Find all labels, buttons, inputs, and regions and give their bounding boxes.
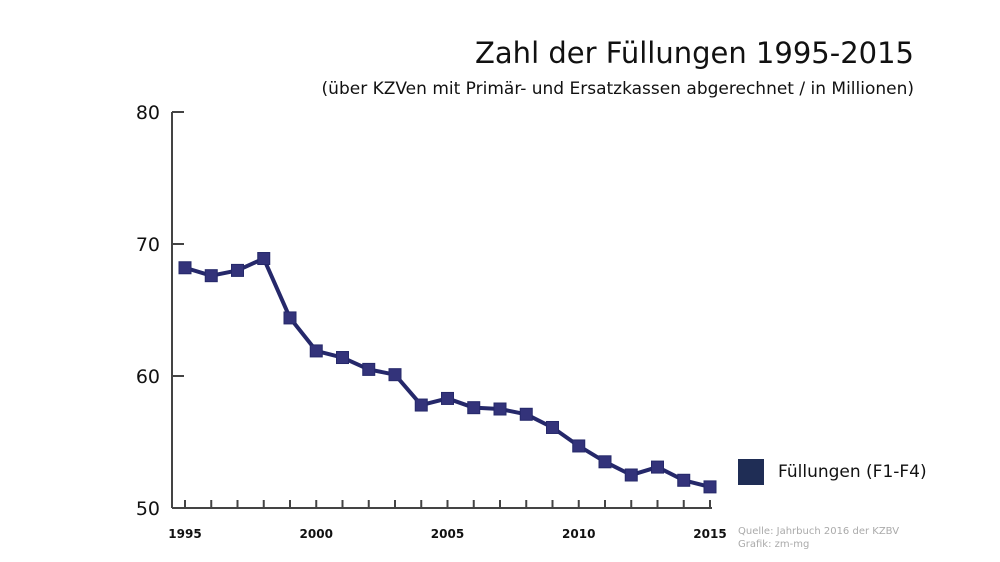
data-point [257, 252, 271, 266]
source-note: Quelle: Jahrbuch 2016 der KZBV Grafik: z… [738, 525, 899, 551]
chart-subtitle: (über KZVen mit Primär- und Ersatzkassen… [321, 79, 914, 99]
series-line [184, 256, 711, 489]
data-point [441, 391, 454, 405]
y-tick-label: 80 [136, 102, 160, 124]
x-tick-label: 2015 [693, 527, 726, 541]
x-tick-label: 1995 [168, 527, 201, 541]
data-point [651, 460, 664, 474]
data-point [178, 261, 192, 275]
data-point [309, 344, 323, 358]
y-tick-label: 70 [136, 234, 160, 256]
chart-title: Zahl der Füllungen 1995-2015 [475, 36, 914, 70]
source-text: Quelle: Jahrbuch 2016 der KZBV [738, 526, 900, 537]
y-tick-label: 50 [136, 498, 160, 520]
data-point [624, 468, 638, 482]
data-point [677, 473, 691, 487]
data-point [546, 420, 559, 434]
data-point [414, 398, 428, 412]
legend-label: Füllungen (F1-F4) [778, 462, 927, 482]
data-point [362, 362, 376, 376]
data-point [572, 439, 586, 453]
data-point [231, 263, 244, 277]
data-point [703, 480, 717, 494]
x-tick-label: 2010 [562, 527, 595, 541]
data-point [493, 402, 507, 416]
credit-text: Grafik: zm-mg [738, 539, 810, 550]
data-point [336, 351, 349, 365]
data-point [467, 401, 481, 415]
data-point [204, 269, 218, 283]
data-point [519, 407, 533, 421]
data-point [598, 455, 612, 469]
y-tick-label: 60 [136, 366, 160, 388]
data-point [283, 311, 297, 325]
data-point [388, 368, 402, 382]
legend: Füllungen (F1-F4) [738, 459, 927, 485]
x-tick-label: 2000 [300, 527, 333, 541]
legend-swatch [738, 459, 764, 485]
x-tick-label: 2005 [431, 527, 464, 541]
